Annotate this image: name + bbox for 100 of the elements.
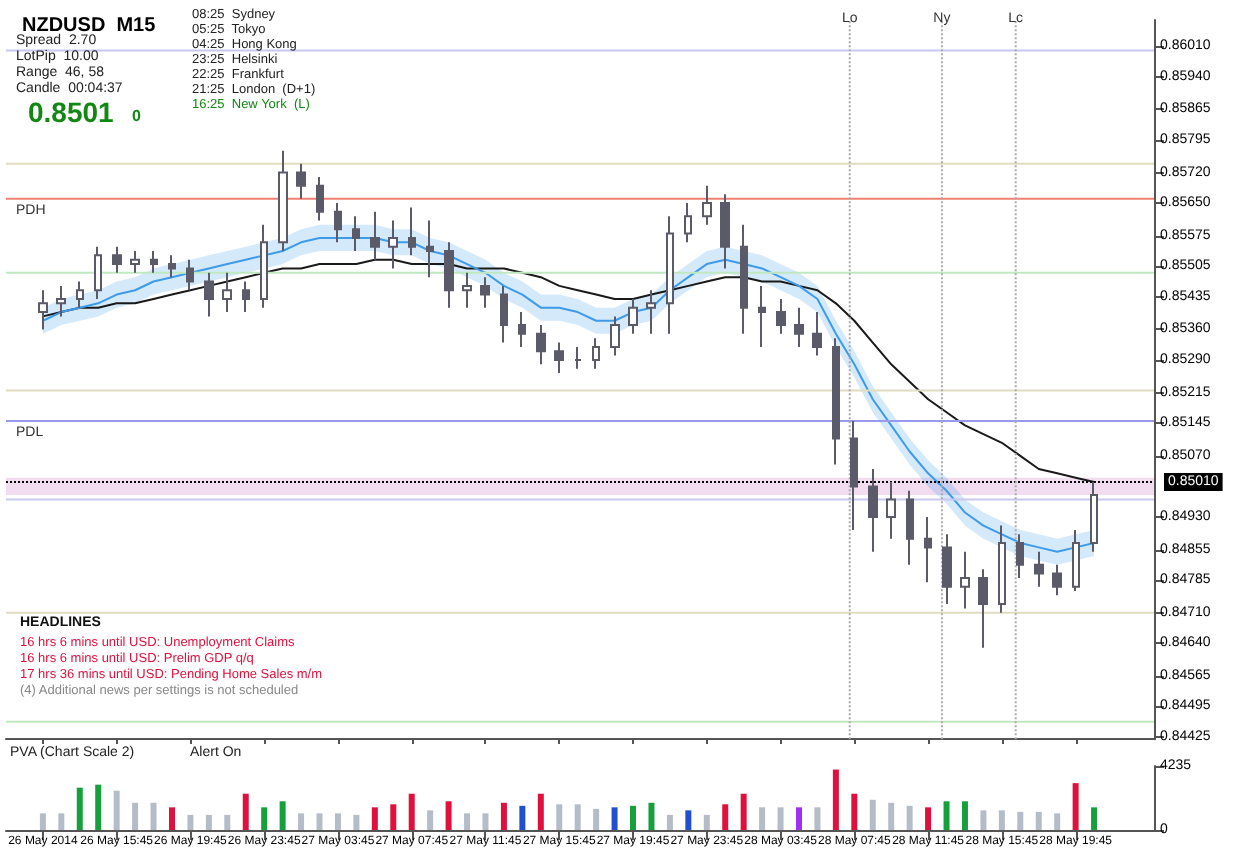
candlestick <box>76 280 84 309</box>
candlestick <box>1090 481 1098 553</box>
candlestick <box>150 250 158 274</box>
candlestick <box>628 297 638 335</box>
bar <box>925 807 932 830</box>
bar <box>445 801 452 830</box>
bar <box>187 814 194 830</box>
bar <box>722 804 729 830</box>
bar <box>500 802 507 830</box>
bar <box>611 807 618 830</box>
bar <box>334 813 341 830</box>
bar <box>76 787 83 830</box>
candlestick <box>850 420 858 531</box>
candlestick <box>222 271 232 314</box>
candlestick <box>1072 528 1080 592</box>
bar <box>316 813 323 830</box>
candlestick <box>518 311 526 348</box>
candlestick <box>942 533 952 606</box>
bar <box>1072 783 1079 830</box>
bar <box>593 808 600 830</box>
candlestick <box>740 223 748 335</box>
candlestick <box>296 162 306 200</box>
bar <box>242 793 249 830</box>
candlestick <box>536 324 546 366</box>
candlestick <box>720 193 730 270</box>
candlestick <box>278 149 288 253</box>
candlestick <box>260 223 268 309</box>
candlestick <box>426 219 434 279</box>
candlestick <box>592 337 600 370</box>
annotation: 0 <box>132 107 142 125</box>
candlestick <box>998 524 1006 614</box>
bar <box>703 814 710 830</box>
candlestick <box>1052 563 1062 597</box>
candlestick <box>480 276 490 309</box>
bar <box>851 793 858 830</box>
candlestick <box>334 202 342 244</box>
candlestick <box>352 215 360 253</box>
candlestick <box>812 311 822 357</box>
candlestick <box>684 202 692 244</box>
bar <box>390 804 397 830</box>
candlestick <box>38 289 48 331</box>
candlestick <box>978 568 988 649</box>
bar <box>1017 811 1024 830</box>
candlestick <box>776 297 786 335</box>
bar <box>39 813 46 830</box>
bar <box>298 813 305 830</box>
candlestick <box>130 250 140 274</box>
bar <box>943 801 950 830</box>
bar <box>519 805 526 830</box>
candlestick <box>408 206 416 257</box>
bar <box>95 784 102 830</box>
candlestick <box>610 315 620 357</box>
bar <box>998 810 1005 830</box>
candlestick <box>554 341 564 375</box>
bar <box>740 793 747 830</box>
candlestick <box>388 219 398 270</box>
bar <box>353 814 360 830</box>
bar <box>132 802 139 830</box>
bar <box>777 807 784 830</box>
bar <box>556 804 563 830</box>
bar <box>482 813 489 830</box>
bar <box>648 802 655 830</box>
bar <box>371 807 378 830</box>
candlestick <box>886 481 896 540</box>
bar <box>427 810 434 830</box>
chart-title: NZDUSD M15 <box>22 15 157 37</box>
line-series <box>41 258 1096 484</box>
candlestick <box>702 184 712 226</box>
bar <box>814 807 821 830</box>
candlestick <box>186 258 194 292</box>
candlestick <box>444 241 454 309</box>
candlestick <box>832 337 840 466</box>
candlestick <box>646 289 656 335</box>
candlestick <box>56 284 66 318</box>
candlestick <box>112 245 122 274</box>
bar <box>537 793 544 830</box>
bar <box>408 793 415 830</box>
candlestick <box>794 306 804 348</box>
bar <box>980 810 987 830</box>
bar <box>961 801 968 830</box>
candlestick <box>574 345 582 370</box>
bar <box>796 807 802 830</box>
bar <box>759 807 766 830</box>
candlestick <box>370 210 380 261</box>
bar <box>261 807 268 830</box>
bar <box>832 769 839 830</box>
candlestick <box>1016 533 1024 579</box>
candlestick <box>868 467 878 553</box>
bar <box>113 790 120 830</box>
candlestick <box>1034 550 1044 588</box>
bar <box>666 814 673 830</box>
candlestick <box>316 175 324 222</box>
bar <box>888 802 895 830</box>
candlestick <box>168 254 176 279</box>
bar <box>464 813 471 830</box>
bar <box>58 813 65 830</box>
bar <box>906 805 913 830</box>
bar <box>685 810 692 830</box>
annotation: 0.8501 <box>28 96 115 128</box>
candlestick <box>924 515 932 584</box>
